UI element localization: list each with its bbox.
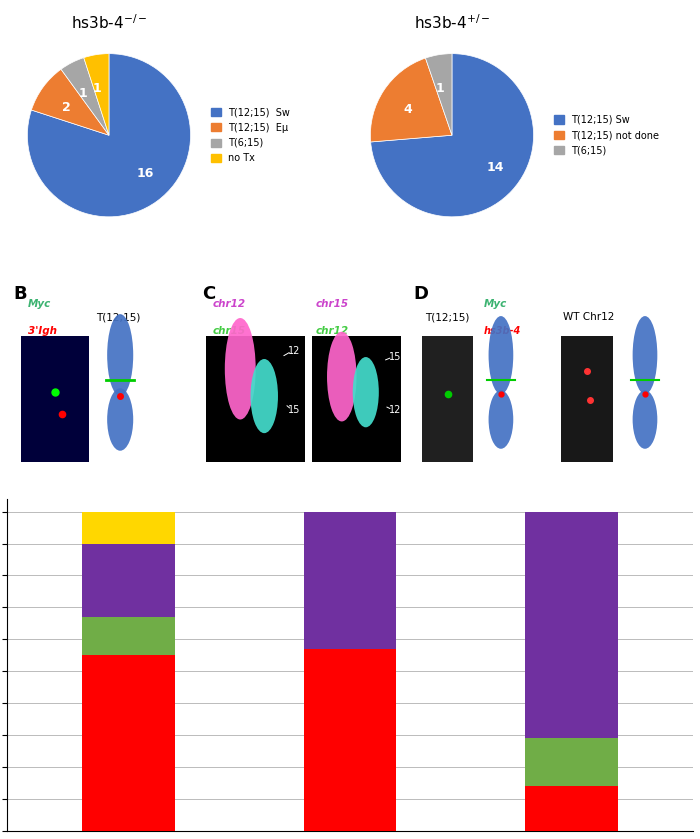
Legend: T(12;15) Sw, T(12;15) not done, T(6;15): T(12;15) Sw, T(12;15) not done, T(6;15) <box>552 113 662 158</box>
Text: chr12: chr12 <box>316 326 349 336</box>
Text: WT Chr12: WT Chr12 <box>563 312 614 322</box>
Legend: T(12;15)  Sw, T(12;15)  Eμ, T(6;15), no Tx: T(12;15) Sw, T(12;15) Eμ, T(6;15), no Tx <box>209 105 292 165</box>
Bar <box>82 544 175 617</box>
Title: hs3b-4$^{+/-}$: hs3b-4$^{+/-}$ <box>414 13 491 32</box>
Text: Myc: Myc <box>484 299 507 309</box>
Wedge shape <box>61 58 109 135</box>
Text: 15: 15 <box>389 352 402 362</box>
Bar <box>304 649 396 831</box>
Ellipse shape <box>489 316 513 394</box>
Title: hs3b-4$^{-/-}$: hs3b-4$^{-/-}$ <box>71 13 148 32</box>
FancyBboxPatch shape <box>21 336 90 462</box>
Text: chr15: chr15 <box>316 299 349 309</box>
Text: 12: 12 <box>288 347 300 357</box>
FancyBboxPatch shape <box>312 336 402 462</box>
Text: Myc: Myc <box>27 299 51 309</box>
FancyBboxPatch shape <box>561 336 612 462</box>
Text: C: C <box>202 285 216 303</box>
Text: 1: 1 <box>93 82 102 95</box>
Text: 3'Igh: 3'Igh <box>27 326 57 336</box>
Ellipse shape <box>251 359 278 433</box>
Bar <box>525 738 618 786</box>
Text: 1: 1 <box>435 82 444 95</box>
Text: T(12;15): T(12;15) <box>96 312 141 322</box>
Ellipse shape <box>107 388 133 451</box>
Text: 4: 4 <box>404 103 412 116</box>
Text: 14: 14 <box>486 161 504 174</box>
Text: B: B <box>14 285 27 303</box>
Ellipse shape <box>633 316 657 394</box>
Bar <box>82 617 175 655</box>
Wedge shape <box>32 70 109 135</box>
Text: hs3b-4: hs3b-4 <box>484 326 521 336</box>
Bar <box>82 512 175 544</box>
Wedge shape <box>426 54 452 135</box>
Ellipse shape <box>107 314 133 396</box>
Text: 16: 16 <box>136 167 154 180</box>
Bar <box>82 655 175 831</box>
Text: 1: 1 <box>78 86 88 100</box>
Bar <box>525 786 618 831</box>
Ellipse shape <box>225 318 256 420</box>
Ellipse shape <box>327 331 356 421</box>
FancyBboxPatch shape <box>206 336 305 462</box>
Text: 2: 2 <box>62 101 71 114</box>
Ellipse shape <box>489 390 513 449</box>
Wedge shape <box>370 58 452 142</box>
Text: 12: 12 <box>389 404 402 414</box>
Text: chr15: chr15 <box>213 326 246 336</box>
Wedge shape <box>371 54 533 216</box>
Text: chr12: chr12 <box>213 299 246 309</box>
Wedge shape <box>27 54 190 216</box>
Wedge shape <box>84 54 109 135</box>
Ellipse shape <box>353 357 379 427</box>
Bar <box>304 512 396 649</box>
Text: D: D <box>414 285 429 303</box>
Text: T(12;15): T(12;15) <box>426 312 470 322</box>
Text: 15: 15 <box>288 404 300 414</box>
FancyBboxPatch shape <box>422 336 473 462</box>
Ellipse shape <box>633 390 657 449</box>
Bar <box>525 512 618 738</box>
